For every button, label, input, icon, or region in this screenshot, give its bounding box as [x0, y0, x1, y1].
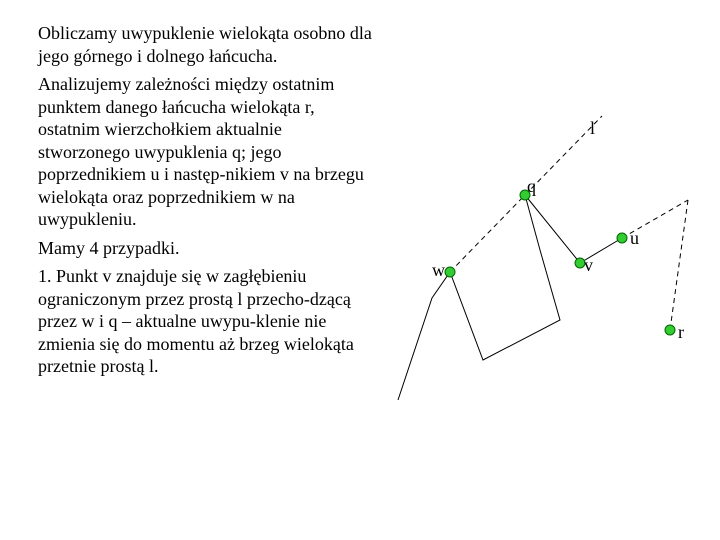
paragraph-4: 1. Punkt v znajduje się w zagłębieniu og… [38, 265, 378, 378]
label-q: q [527, 176, 536, 197]
label-w: w [432, 260, 445, 281]
paragraph-1: Obliczamy uwypuklenie wielokąta osobno d… [38, 22, 378, 67]
diagram-container: l w q v u r [390, 100, 700, 420]
text-column: Obliczamy uwypuklenie wielokąta osobno d… [38, 22, 378, 384]
paragraph-2: Analizujemy zależności między ostatnim p… [38, 73, 378, 231]
paragraph-3: Mamy 4 przypadki. [38, 237, 378, 260]
label-r: r [678, 322, 684, 343]
label-u: u [630, 228, 639, 249]
node-w [445, 267, 455, 277]
label-l: l [590, 118, 595, 139]
slide: Obliczamy uwypuklenie wielokąta osobno d… [0, 0, 720, 540]
polygon-boundary [398, 195, 622, 400]
node-u [617, 233, 627, 243]
label-v: v [584, 255, 593, 276]
dashed-segment-3 [670, 200, 688, 330]
node-r [665, 325, 675, 335]
dashed-segment-0 [450, 195, 525, 272]
